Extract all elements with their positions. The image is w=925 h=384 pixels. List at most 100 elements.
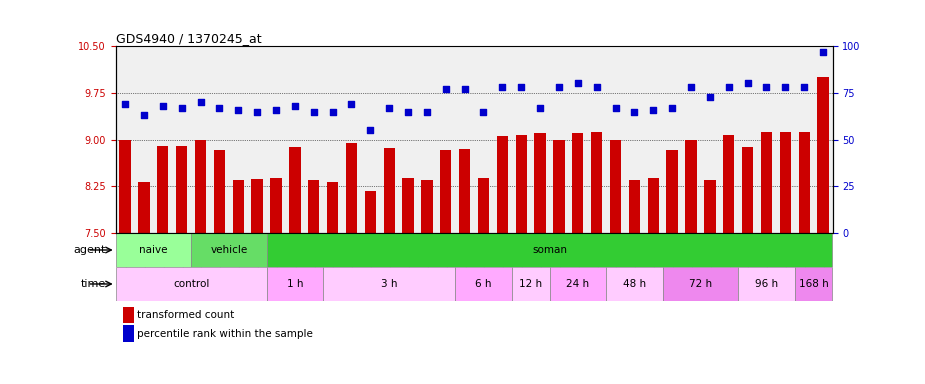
Point — [627, 108, 642, 114]
FancyBboxPatch shape — [606, 267, 662, 301]
FancyBboxPatch shape — [455, 267, 512, 301]
FancyBboxPatch shape — [266, 267, 323, 301]
Text: soman: soman — [532, 245, 567, 255]
Point — [816, 49, 831, 55]
Bar — [591, 132, 602, 233]
Bar — [119, 140, 130, 233]
Bar — [648, 178, 659, 233]
Point — [363, 127, 377, 133]
Point — [740, 80, 755, 86]
Text: vehicle: vehicle — [210, 245, 248, 255]
Bar — [667, 149, 678, 233]
Point — [796, 84, 811, 90]
Bar — [535, 133, 546, 233]
FancyBboxPatch shape — [662, 267, 738, 301]
Point — [438, 86, 453, 92]
Text: naive: naive — [139, 245, 167, 255]
Point — [382, 105, 397, 111]
Point — [646, 107, 660, 113]
Point — [288, 103, 302, 109]
Point — [212, 105, 227, 111]
Bar — [440, 149, 451, 233]
Point — [137, 112, 152, 118]
Bar — [760, 132, 772, 233]
Text: 6 h: 6 h — [475, 279, 492, 289]
Bar — [780, 132, 791, 233]
Text: transformed count: transformed count — [137, 310, 234, 320]
Text: 24 h: 24 h — [566, 279, 589, 289]
Point — [495, 84, 510, 90]
Bar — [515, 134, 527, 233]
Bar — [742, 147, 753, 233]
Bar — [459, 149, 470, 233]
Bar — [138, 182, 150, 233]
Bar — [723, 134, 734, 233]
Point — [268, 107, 283, 113]
Bar — [402, 178, 413, 233]
FancyBboxPatch shape — [191, 233, 266, 267]
Point — [608, 105, 623, 111]
Bar — [195, 139, 206, 233]
Point — [722, 84, 736, 90]
Text: control: control — [173, 279, 209, 289]
Point — [231, 107, 246, 113]
FancyBboxPatch shape — [116, 233, 191, 267]
Bar — [252, 179, 263, 233]
Bar — [290, 147, 301, 233]
Point — [250, 108, 265, 114]
Point — [306, 108, 321, 114]
Point — [401, 108, 415, 114]
Text: percentile rank within the sample: percentile rank within the sample — [137, 329, 313, 339]
Bar — [384, 148, 395, 233]
Bar — [232, 180, 244, 233]
Point — [174, 105, 189, 111]
Bar — [798, 132, 810, 233]
Text: time: time — [81, 279, 106, 289]
Point — [551, 84, 566, 90]
Text: 12 h: 12 h — [519, 279, 542, 289]
FancyBboxPatch shape — [549, 267, 606, 301]
FancyBboxPatch shape — [266, 233, 833, 267]
Bar — [478, 178, 489, 233]
Point — [571, 80, 586, 86]
Point — [665, 105, 680, 111]
FancyBboxPatch shape — [512, 267, 549, 301]
Text: agent: agent — [74, 245, 106, 255]
Bar — [308, 180, 319, 233]
Text: 1 h: 1 h — [287, 279, 303, 289]
FancyBboxPatch shape — [323, 267, 455, 301]
FancyBboxPatch shape — [116, 267, 266, 301]
Point — [117, 101, 132, 107]
Bar — [176, 146, 187, 233]
Bar — [346, 143, 357, 233]
Point — [513, 84, 528, 90]
Bar — [327, 182, 339, 233]
Point — [457, 86, 472, 92]
Bar — [123, 326, 133, 342]
Bar — [270, 178, 281, 233]
Bar — [685, 140, 697, 233]
Bar — [818, 77, 829, 233]
Point — [533, 105, 548, 111]
Point — [326, 108, 340, 114]
Bar — [629, 180, 640, 233]
Point — [155, 103, 170, 109]
Point — [420, 108, 435, 114]
Bar — [497, 136, 508, 233]
FancyBboxPatch shape — [795, 267, 832, 301]
FancyBboxPatch shape — [738, 267, 795, 301]
Point — [344, 101, 359, 107]
Point — [702, 93, 717, 99]
Point — [684, 84, 698, 90]
Bar — [214, 149, 225, 233]
Bar — [553, 139, 564, 233]
Bar — [123, 307, 133, 323]
Point — [759, 84, 774, 90]
Text: 48 h: 48 h — [623, 279, 646, 289]
Text: 96 h: 96 h — [755, 279, 778, 289]
Bar — [421, 180, 433, 233]
Point — [193, 99, 208, 105]
Bar — [610, 140, 622, 233]
Text: 3 h: 3 h — [381, 279, 398, 289]
Bar — [704, 180, 716, 233]
